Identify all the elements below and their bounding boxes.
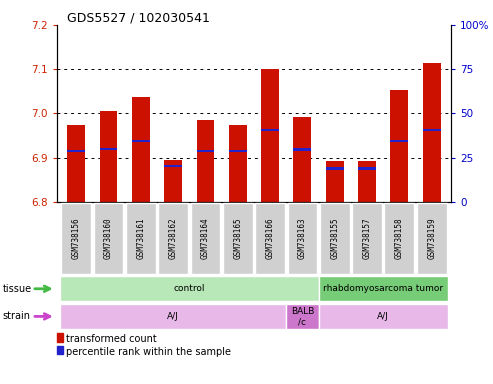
Bar [67, 150, 85, 152]
Bar [158, 203, 188, 274]
Bar [417, 203, 447, 274]
Bar [255, 203, 285, 274]
Bar [318, 276, 448, 301]
Bar [60, 276, 318, 301]
Bar [164, 165, 182, 167]
Bar [67, 124, 85, 202]
Bar [261, 129, 279, 131]
Text: GSM738164: GSM738164 [201, 218, 210, 259]
Bar [287, 203, 317, 274]
Text: transformed count: transformed count [66, 334, 156, 344]
Text: GSM738163: GSM738163 [298, 218, 307, 259]
Bar [358, 161, 376, 202]
Bar [126, 203, 156, 274]
Bar [223, 203, 252, 274]
Bar [385, 203, 414, 274]
Text: BALB
/c: BALB /c [291, 307, 314, 326]
Bar [132, 139, 150, 142]
Bar [100, 147, 117, 150]
Bar [326, 167, 344, 170]
Bar [286, 304, 318, 329]
Text: GSM738155: GSM738155 [330, 218, 339, 259]
Bar [358, 167, 376, 170]
Bar [261, 69, 279, 202]
Text: GSM738159: GSM738159 [427, 218, 436, 259]
Bar [229, 124, 246, 202]
Bar [197, 150, 214, 152]
Text: rhabdomyosarcoma tumor: rhabdomyosarcoma tumor [323, 284, 443, 293]
Bar [164, 160, 182, 202]
Bar [94, 203, 123, 274]
Bar [423, 129, 441, 131]
Bar [423, 63, 441, 202]
Text: GSM738162: GSM738162 [169, 218, 177, 259]
Text: GDS5527 / 102030541: GDS5527 / 102030541 [67, 12, 210, 25]
Bar [293, 117, 311, 202]
Bar [132, 97, 150, 202]
Text: GSM738158: GSM738158 [395, 218, 404, 259]
Text: A/J: A/J [377, 312, 389, 321]
Text: GSM738156: GSM738156 [71, 218, 80, 259]
Text: control: control [174, 284, 205, 293]
Text: percentile rank within the sample: percentile rank within the sample [66, 347, 231, 357]
Text: GSM738160: GSM738160 [104, 218, 113, 259]
Bar [100, 111, 117, 202]
Bar [320, 203, 350, 274]
Text: A/J: A/J [167, 312, 179, 321]
Text: strain: strain [2, 311, 31, 321]
Bar [293, 149, 311, 151]
Bar [352, 203, 382, 274]
Text: tissue: tissue [2, 284, 32, 294]
Bar [190, 203, 220, 274]
Bar [229, 150, 246, 152]
Text: GSM738166: GSM738166 [266, 218, 275, 259]
Bar [318, 304, 448, 329]
Text: GSM738161: GSM738161 [136, 218, 145, 259]
Bar [390, 90, 408, 202]
Text: GSM738165: GSM738165 [233, 218, 242, 259]
Bar [326, 161, 344, 202]
Bar [197, 120, 214, 202]
Text: GSM738157: GSM738157 [362, 218, 372, 259]
Bar [61, 203, 91, 274]
Bar [60, 304, 286, 329]
Bar [390, 139, 408, 142]
